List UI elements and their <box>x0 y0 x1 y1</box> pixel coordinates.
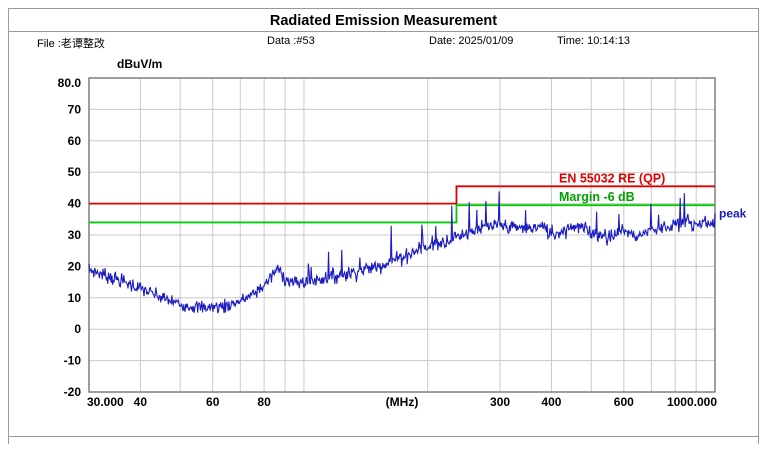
svg-text:20: 20 <box>68 259 82 273</box>
svg-text:10: 10 <box>68 291 82 305</box>
svg-text:60: 60 <box>206 395 220 409</box>
svg-text:30.000: 30.000 <box>87 395 124 409</box>
svg-text:400: 400 <box>541 395 561 409</box>
svg-text:300: 300 <box>490 395 510 409</box>
svg-text:80: 80 <box>257 395 271 409</box>
svg-text:Margin -6 dB: Margin -6 dB <box>559 190 635 204</box>
svg-text:80.0: 80.0 <box>58 76 82 90</box>
svg-text:-10: -10 <box>64 354 82 368</box>
svg-text:60: 60 <box>68 134 82 148</box>
svg-text:dBuV/m: dBuV/m <box>117 57 162 71</box>
svg-text:40: 40 <box>68 197 82 211</box>
svg-text:40: 40 <box>134 395 148 409</box>
svg-text:peak: peak <box>719 206 747 220</box>
svg-text:EN 55032 RE (QP): EN 55032 RE (QP) <box>559 171 665 185</box>
svg-text:600: 600 <box>614 395 634 409</box>
svg-text:30: 30 <box>68 228 82 242</box>
svg-text:-20: -20 <box>64 385 82 399</box>
svg-text:50: 50 <box>68 165 82 179</box>
svg-text:70: 70 <box>68 102 82 116</box>
svg-text:(MHz): (MHz) <box>386 395 419 409</box>
svg-text:0: 0 <box>74 322 81 336</box>
svg-text:1000.000: 1000.000 <box>667 395 717 409</box>
